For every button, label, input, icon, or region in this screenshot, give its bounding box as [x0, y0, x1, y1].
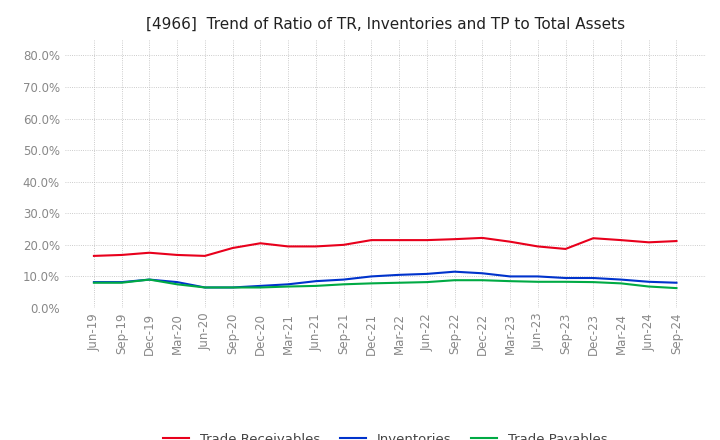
- Trade Payables: [672, 286, 681, 291]
- Trade Payables: [561, 279, 570, 284]
- Inventories: [256, 283, 265, 289]
- Trade Receivables: [145, 250, 154, 255]
- Trade Receivables: [616, 238, 625, 243]
- Trade Payables: [423, 279, 431, 285]
- Trade Receivables: [367, 238, 376, 243]
- Trade Receivables: [423, 238, 431, 243]
- Trade Payables: [367, 281, 376, 286]
- Inventories: [589, 275, 598, 281]
- Line: Inventories: Inventories: [94, 271, 677, 287]
- Trade Receivables: [312, 244, 320, 249]
- Trade Payables: [89, 280, 98, 286]
- Trade Payables: [228, 285, 237, 290]
- Trade Receivables: [534, 244, 542, 249]
- Line: Trade Receivables: Trade Receivables: [94, 238, 677, 256]
- Trade Payables: [395, 280, 403, 286]
- Trade Receivables: [89, 253, 98, 259]
- Title: [4966]  Trend of Ratio of TR, Inventories and TP to Total Assets: [4966] Trend of Ratio of TR, Inventories…: [145, 16, 625, 32]
- Trade Payables: [339, 282, 348, 287]
- Trade Payables: [534, 279, 542, 284]
- Trade Receivables: [256, 241, 265, 246]
- Trade Receivables: [644, 240, 653, 245]
- Inventories: [644, 279, 653, 284]
- Trade Payables: [256, 285, 265, 290]
- Inventories: [201, 285, 210, 290]
- Trade Receivables: [201, 253, 210, 259]
- Trade Payables: [644, 284, 653, 289]
- Inventories: [145, 277, 154, 282]
- Legend: Trade Receivables, Inventories, Trade Payables: Trade Receivables, Inventories, Trade Pa…: [158, 427, 613, 440]
- Trade Payables: [616, 281, 625, 286]
- Trade Receivables: [589, 235, 598, 241]
- Trade Receivables: [478, 235, 487, 241]
- Inventories: [423, 271, 431, 276]
- Trade Payables: [589, 279, 598, 285]
- Trade Receivables: [561, 246, 570, 252]
- Trade Receivables: [395, 238, 403, 243]
- Trade Payables: [505, 279, 514, 284]
- Trade Receivables: [284, 244, 292, 249]
- Inventories: [450, 269, 459, 274]
- Trade Receivables: [450, 237, 459, 242]
- Trade Payables: [478, 278, 487, 283]
- Trade Payables: [117, 280, 126, 286]
- Trade Receivables: [505, 239, 514, 244]
- Inventories: [478, 271, 487, 276]
- Inventories: [228, 285, 237, 290]
- Inventories: [173, 279, 181, 285]
- Trade Receivables: [339, 242, 348, 247]
- Trade Payables: [201, 285, 210, 290]
- Trade Payables: [312, 283, 320, 289]
- Trade Payables: [450, 278, 459, 283]
- Trade Payables: [284, 284, 292, 289]
- Inventories: [312, 279, 320, 284]
- Inventories: [534, 274, 542, 279]
- Inventories: [505, 274, 514, 279]
- Line: Trade Payables: Trade Payables: [94, 279, 677, 288]
- Trade Receivables: [228, 246, 237, 251]
- Inventories: [672, 280, 681, 286]
- Trade Receivables: [672, 238, 681, 244]
- Inventories: [339, 277, 348, 282]
- Inventories: [367, 274, 376, 279]
- Inventories: [616, 277, 625, 282]
- Trade Payables: [173, 282, 181, 287]
- Trade Payables: [145, 277, 154, 282]
- Inventories: [284, 282, 292, 287]
- Trade Receivables: [117, 252, 126, 257]
- Inventories: [395, 272, 403, 278]
- Trade Receivables: [173, 252, 181, 257]
- Inventories: [89, 279, 98, 285]
- Inventories: [117, 279, 126, 285]
- Inventories: [561, 275, 570, 281]
